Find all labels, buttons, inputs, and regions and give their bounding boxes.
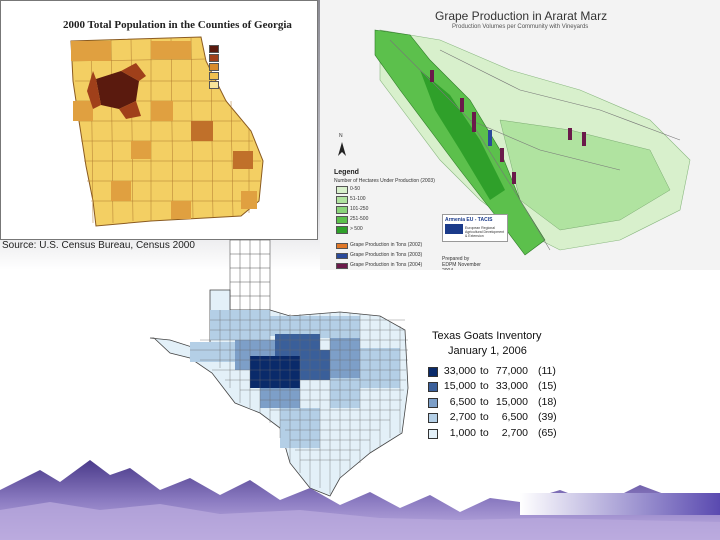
texas-goats-map: [140, 238, 580, 500]
legend-to-word: to: [480, 427, 489, 439]
georgia-map-graphic: [70, 36, 264, 227]
legend-swatch: [209, 81, 219, 89]
texas-legend-title: Texas Goats Inventory: [432, 330, 542, 342]
legend-label: Grape Production in Tons (2002): [350, 242, 423, 248]
mountain-footer-graphic: [0, 460, 720, 540]
county-borders: [190, 310, 408, 494]
legend-swatch: [209, 54, 219, 62]
legend-from: 15,000: [443, 380, 476, 392]
legend-to-word: to: [480, 365, 489, 377]
north-arrow-icon: [338, 142, 346, 156]
legend-swatch: [428, 382, 438, 392]
legend-swatch: [209, 45, 219, 53]
legend-swatch: [209, 63, 219, 71]
logo-text: Armenia EU - TACIS: [445, 217, 493, 223]
legend-to: 33,000: [495, 380, 528, 392]
legend-count: (65): [538, 427, 557, 439]
legend-swatch: [428, 367, 438, 377]
legend-swatch: [209, 72, 219, 80]
ararat-map-title: Grape Production in Ararat Marz: [435, 9, 608, 23]
legend-swatch: [336, 196, 348, 204]
legend-label: 51-100: [350, 196, 366, 202]
legend-count: (39): [538, 411, 557, 423]
legend-to: 77,000: [495, 365, 528, 377]
georgia-population-map: 2000 Total Population in the Counties of…: [0, 0, 318, 240]
legend-label: > 500: [350, 226, 363, 232]
ararat-grape-map: Grape Production in Ararat Marz Producti…: [320, 0, 720, 270]
legend-to-word: to: [480, 396, 489, 408]
legend-swatch: [428, 398, 438, 408]
panhandle-counties: [229, 239, 271, 311]
legend-from: 1,000: [449, 427, 476, 439]
legend-count: (11): [538, 365, 556, 377]
legend-swatch: [336, 186, 348, 194]
legend-to: 6,500: [501, 411, 528, 423]
ararat-map-subtitle: Production Volumes per Community with Vi…: [452, 24, 589, 30]
legend-label: Grape Production in Tons (2004): [350, 262, 423, 268]
legend-swatch: [336, 243, 348, 249]
legend-count: (15): [538, 380, 557, 392]
production-bars: [430, 70, 586, 184]
legend-to: 15,000: [495, 396, 528, 408]
legend-swatch: [336, 226, 348, 234]
legend-swatch: [428, 413, 438, 423]
ararat-legend-subtitle: Number of Hectares Under Production (200…: [334, 178, 435, 184]
ararat-footer: Prepared by EDPM November 2004: [442, 256, 481, 270]
georgia-source-note: Source: U.S. Census Bureau, Census 2000: [2, 240, 195, 251]
legend-from: 2,700: [449, 411, 476, 423]
legend-count: (18): [538, 396, 557, 408]
georgia-map-title: 2000 Total Population in the Counties of…: [63, 19, 292, 31]
legend-swatch: [336, 216, 348, 224]
texas-legend-date: January 1, 2006: [448, 345, 527, 357]
legend-to-word: to: [480, 411, 489, 423]
logo-subtext: European Regional Agricultural Developme…: [465, 226, 505, 238]
eu-flag-icon: [445, 224, 463, 234]
ararat-legend-title: Legend: [334, 169, 359, 176]
legend-from: 33,000: [443, 365, 476, 377]
north-label: N: [339, 133, 343, 139]
legend-label: Grape Production in Tons (2003): [350, 252, 423, 258]
legend-to-word: to: [480, 380, 489, 392]
legend-swatch: [336, 206, 348, 214]
county-fills: [71, 41, 257, 219]
texas-map-graphic: [149, 239, 409, 497]
legend-swatch: [428, 429, 438, 439]
legend-label: 0-50: [350, 186, 361, 192]
georgia-state-shape: [70, 36, 264, 227]
eu-tacis-logo: Armenia EU - TACIS European Regional Agr…: [442, 214, 508, 242]
ararat-map-graphic: [338, 29, 691, 256]
legend-label: 251-500: [350, 216, 369, 222]
legend-from: 6,500: [449, 396, 476, 408]
legend-swatch: [336, 253, 348, 259]
legend-swatch: [336, 263, 348, 269]
legend-label: 101-250: [350, 206, 369, 212]
legend-to: 2,700: [501, 427, 528, 439]
